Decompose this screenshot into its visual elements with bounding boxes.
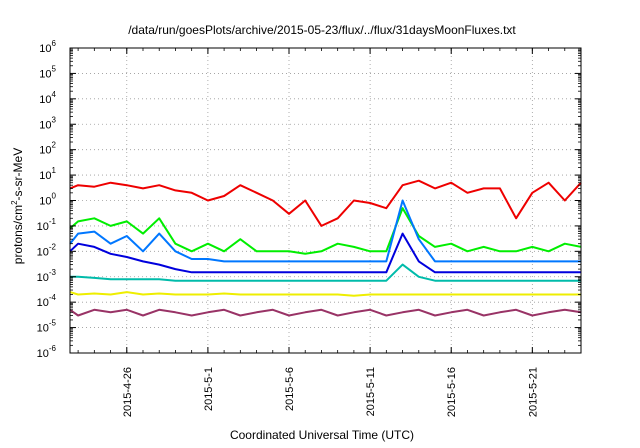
y-axis-title-rest: -s-sr-MeV [11,148,25,201]
y-tick-base: 10 [39,119,51,131]
y-tick-exponent: 6 [52,39,57,48]
series-line-3 [69,199,581,263]
grid [70,48,581,353]
y-tick-label: 105 [39,64,56,80]
y-tick-base: 10 [39,43,51,55]
y-axis-title: protons/cm2-s-sr-MeV [10,148,25,264]
y-tick-base: 10 [39,170,51,182]
y-tick-label: 100 [39,192,56,208]
y-axis-title-sup: 2 [10,200,19,205]
y-tick-exponent: 5 [52,64,57,73]
axis-ticks [70,47,582,354]
chart-title: /data/run/goesPlots/archive/2015-05-23/f… [128,23,516,37]
series-line-6 [69,291,581,297]
y-tick-base: 10 [37,221,49,233]
y-tick-base: 10 [37,246,49,258]
y-tick-labels: 10-610-510-410-310-210-11001011021031041… [37,39,57,360]
series-line-4 [69,232,581,274]
series-line-2 [69,207,582,255]
series-line-7 [69,308,582,317]
y-tick-exponent: -4 [49,293,57,302]
y-tick-exponent: -6 [49,344,57,353]
y-axis-title-base: protons/cm [11,205,25,264]
x-tick-labels: 2015-4-26 2015-5-1 2015-5-6 2015-5-11 2015-5… [122,367,540,417]
y-tick-exponent: 4 [52,90,57,99]
y-tick-exponent: -5 [49,319,57,328]
x-tick-label: 2015-5-1 [203,367,215,411]
y-tick-exponent: -1 [49,217,57,226]
y-tick-label: 103 [39,115,56,131]
y-tick-label: 106 [39,39,56,55]
y-tick-label: 101 [39,166,56,182]
x-tick-label: 2015-5-6 [284,367,296,411]
y-tick-base: 10 [39,145,51,157]
y-tick-label: 10-1 [37,217,57,233]
y-tick-exponent: 0 [52,192,57,201]
series-line-5 [70,263,581,282]
y-tick-label: 104 [39,90,56,106]
y-tick-label: 10-5 [37,319,57,335]
y-tick-exponent: 3 [52,115,57,124]
y-tick-base: 10 [39,68,51,80]
x-tick-label: 2015-4-26 [122,367,134,417]
y-tick-exponent: -2 [49,242,57,251]
y-tick-label: 10-2 [37,242,57,258]
y-tick-base: 10 [37,348,49,360]
series-line-1 [69,179,582,227]
y-tick-base: 10 [39,196,51,208]
y-tick-label: 102 [39,141,56,157]
x-tick-label: 2015-5-16 [446,367,458,417]
y-tick-base: 10 [39,94,51,106]
series-lines [69,179,582,317]
y-tick-label: 10-4 [37,293,57,309]
x-tick-label: 2015-5-21 [527,367,539,417]
y-tick-base: 10 [37,272,49,284]
y-tick-exponent: 2 [52,141,57,150]
y-tick-label: 10-3 [37,268,57,284]
y-tick-label: 10-6 [37,344,57,360]
y-tick-exponent: -3 [49,268,57,277]
y-tick-exponent: 1 [52,166,57,175]
x-axis-title: Coordinated Universal Time (UTC) [230,428,414,442]
x-tick-label: 2015-5-11 [365,367,377,416]
y-tick-base: 10 [37,323,49,335]
y-tick-base: 10 [37,297,49,309]
